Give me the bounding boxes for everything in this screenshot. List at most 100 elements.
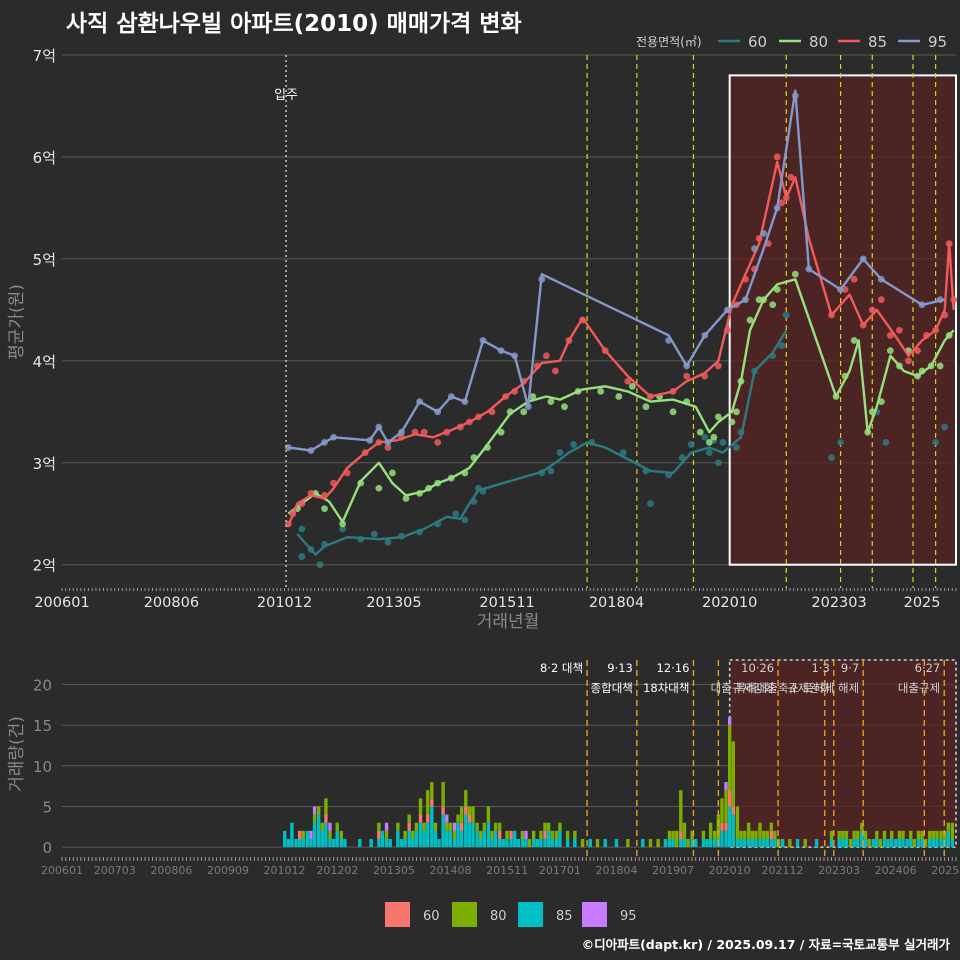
volume-bar-85	[471, 822, 475, 848]
price-point-80	[402, 495, 410, 502]
volume-event-label: 12·16	[657, 661, 690, 675]
volume-legend-label-60: 60	[423, 909, 440, 924]
volume-bar-80	[682, 822, 687, 839]
volume-bar-80	[467, 806, 472, 815]
volume-x-tick-label: 201511	[486, 864, 528, 877]
volume-bar-85	[739, 838, 743, 848]
volume-bar-85	[512, 830, 517, 848]
volume-bar-85	[539, 838, 543, 848]
volume-bar-60	[377, 830, 381, 839]
price-point-60	[719, 438, 727, 446]
volume-bar-85	[708, 838, 713, 848]
volume-bar-85	[283, 830, 287, 848]
source-credit: ©디아파트(dapt.kr) / 2025.09.17 / 자료=국토교통부 실…	[581, 937, 950, 952]
volume-bar-95	[309, 830, 313, 839]
volume-bar-80	[769, 822, 774, 831]
volume-event-sublabel: 대출규제	[898, 681, 940, 695]
volume-bar-80	[754, 830, 758, 839]
volume-bar-85	[663, 838, 668, 848]
volume-bar-80	[950, 822, 955, 839]
volume-bar-85	[498, 838, 502, 848]
volume-event-label: 6·27	[915, 661, 941, 675]
volume-bar-80	[565, 830, 570, 839]
price-x-tick-label: 202303	[811, 595, 866, 611]
volume-x-tick-label: 202112	[761, 864, 803, 877]
price-point-60	[370, 530, 378, 538]
volume-bar-85	[520, 838, 525, 848]
volume-bar-80	[411, 830, 415, 839]
volume-bar-85	[844, 838, 849, 848]
volume-bar-80	[867, 838, 871, 848]
volume-bar-85	[558, 830, 562, 848]
volume-bar-80	[433, 822, 438, 831]
price-point-80	[696, 428, 704, 436]
price-x-tick-label: 201804	[589, 595, 644, 611]
price-point-60	[384, 538, 392, 546]
volume-bar-85	[679, 838, 683, 848]
price-point-60	[687, 441, 695, 448]
volume-bar-85	[448, 830, 453, 848]
volume-bar-80	[773, 830, 777, 839]
volume-bar-80	[713, 830, 717, 839]
price-point-60	[547, 467, 555, 475]
volume-bar-85	[565, 838, 570, 848]
price-x-tick-label: 2025	[904, 595, 941, 611]
volume-bar-80	[414, 822, 419, 831]
volume-bar-80	[486, 806, 491, 823]
volume-bar-85	[761, 838, 766, 848]
volume-bar-60	[724, 822, 728, 831]
volume-bar-80	[731, 741, 735, 807]
volume-bar-60	[464, 806, 468, 815]
volume-bar-80	[882, 830, 887, 839]
volume-bar-80	[667, 830, 672, 839]
volume-bar-85	[886, 838, 890, 848]
volume-bar-80	[856, 830, 860, 839]
volume-bar-85	[411, 838, 415, 848]
volume-bar-80	[396, 822, 400, 831]
volume-bar-80	[716, 814, 721, 839]
volume-bar-85	[852, 838, 856, 848]
volume-bar-95	[524, 830, 528, 839]
volume-bar-80	[931, 830, 936, 839]
volume-bar-60	[467, 814, 472, 823]
volume-bar-85	[358, 838, 362, 848]
price-point-60	[461, 516, 469, 524]
volume-y-tick-label: 10	[33, 758, 52, 776]
price-point-80	[642, 403, 650, 411]
price-x-tick-label: 201012	[257, 595, 312, 611]
price-point-80	[628, 382, 636, 390]
volume-bar-85	[467, 822, 472, 848]
volume-x-tick-label: 201804	[596, 864, 638, 877]
volume-x-tick-label: 202303	[818, 864, 860, 877]
volume-bar-80	[939, 830, 943, 839]
price-legend-label-80: 80	[809, 33, 828, 51]
volume-bar-80	[324, 798, 328, 815]
volume-bar-80	[761, 830, 766, 839]
volume-bar-85	[780, 838, 785, 848]
volume-bar-80	[935, 830, 939, 839]
price-point-80	[615, 393, 623, 400]
volume-legend-label-95: 95	[620, 909, 637, 924]
price-point-85	[850, 275, 858, 283]
volume-bar-85	[939, 838, 943, 848]
volume-bar-85	[901, 838, 905, 848]
volume-bar-80	[841, 830, 845, 839]
volume-bar-80	[671, 830, 675, 839]
volume-bar-85	[305, 830, 310, 848]
volume-bar-85	[316, 814, 321, 848]
price-point-80	[728, 418, 736, 426]
volume-bar-85	[546, 830, 551, 848]
volume-bar-85	[909, 838, 913, 848]
volume-bar-85	[573, 838, 577, 848]
price-line-60	[296, 329, 788, 556]
volume-bar-85	[407, 830, 411, 848]
volume-legend-swatch-60	[385, 902, 410, 927]
volume-bar-80	[452, 830, 457, 839]
volume-event-sublabel: 종합대책	[591, 681, 633, 695]
volume-bar-85	[328, 838, 332, 848]
volume-x-tick-label: 201701	[539, 864, 581, 877]
volume-bar-80	[479, 830, 483, 839]
volume-bar-60	[407, 822, 411, 831]
volume-bar-85	[769, 838, 774, 848]
volume-bar-80	[878, 838, 883, 848]
